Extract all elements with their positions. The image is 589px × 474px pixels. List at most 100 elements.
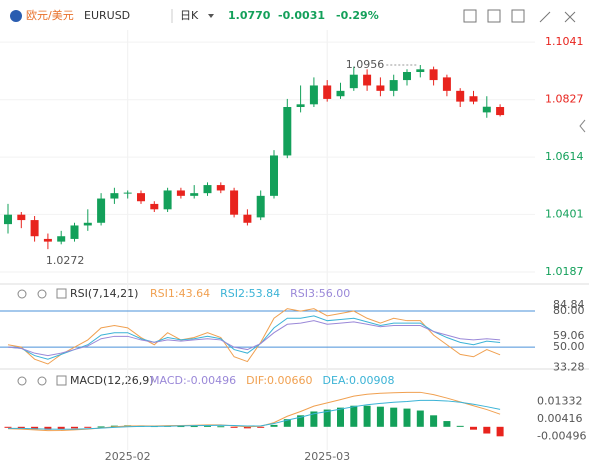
macd-bar: [483, 426, 491, 434]
window-icons[interactable]: [539, 11, 576, 23]
macd-bar: [416, 410, 424, 427]
candle-body: [203, 185, 212, 194]
extreme-label: 1.0272: [46, 254, 85, 267]
candle-body: [243, 214, 252, 223]
macd-bar: [456, 425, 464, 427]
candle-body: [17, 214, 26, 221]
y-tick-label: 1.0187: [545, 265, 584, 278]
pair-name: 欧元/美元: [26, 9, 74, 22]
period-dropdown[interactable]: [208, 14, 214, 18]
period[interactable]: 日K: [180, 9, 199, 22]
macd-bar: [257, 426, 265, 428]
eye-icon[interactable]: [17, 376, 27, 386]
y-tick-label: 1.0401: [545, 207, 584, 220]
macd-bar: [31, 426, 39, 430]
y-tick-label: -0.00496: [537, 429, 586, 442]
macd-bar: [110, 425, 118, 427]
candle-body: [496, 107, 505, 116]
symbol[interactable]: EURUSD: [84, 9, 130, 22]
candle-body: [4, 214, 12, 225]
y-tick-label: 59.06: [553, 329, 585, 342]
macd-bar: [270, 424, 278, 427]
candle-body: [230, 190, 239, 215]
flag-icon: [10, 10, 22, 22]
candle-body: [416, 69, 425, 72]
candle-body: [376, 85, 385, 91]
macd-bar: [297, 415, 305, 427]
candle-body: [57, 236, 66, 242]
candle-body: [97, 198, 106, 223]
macd-bar: [470, 426, 477, 430]
change-pct: -0.29%: [336, 9, 379, 22]
macd-bar: [283, 419, 291, 427]
candle-body: [256, 195, 265, 218]
settings-icon[interactable]: [37, 376, 47, 386]
macd-bar: [230, 426, 238, 428]
legend-label: RSI3:56.00: [290, 287, 350, 300]
macd-bar: [204, 425, 211, 427]
macd-bar: [310, 411, 318, 427]
candle-body: [469, 96, 478, 102]
macd-bar: [17, 426, 25, 429]
macd-bar: [217, 426, 225, 428]
candle-body: [150, 203, 159, 210]
tool-icon[interactable]: [463, 9, 477, 23]
macd-bar: [443, 421, 451, 427]
tool-icon[interactable]: [511, 9, 525, 23]
legend-label: MACD:-0.00496: [150, 374, 236, 387]
extreme-label: 1.0956: [346, 58, 385, 71]
macd-bar: [390, 407, 398, 427]
macd-bar: [430, 415, 438, 427]
eye-icon[interactable]: [17, 289, 27, 299]
tool-icon[interactable]: [487, 9, 501, 23]
indicator-line: [7, 315, 501, 360]
macd-bar: [177, 426, 185, 428]
candle-body: [30, 220, 39, 237]
legend-label: RSI2:53.84: [220, 287, 280, 300]
macd-bar: [190, 426, 198, 428]
y-tick-label: 84.84: [553, 298, 585, 311]
collapse-arrow[interactable]: [579, 119, 586, 133]
settings-icon[interactable]: [37, 289, 47, 299]
legend-label: RSI1:43.64: [150, 287, 210, 300]
candle-body: [123, 192, 132, 194]
macd-bar: [403, 408, 411, 427]
y-tick-label: 0.00416: [537, 412, 583, 425]
x-tick-label: 2025-03: [304, 450, 350, 463]
candle-body: [137, 193, 145, 202]
change: -0.0031: [278, 9, 325, 22]
candle-body: [349, 74, 358, 89]
macd-bar: [44, 426, 52, 430]
macd-bar: [243, 426, 251, 429]
y-tick-label: 1.0827: [545, 93, 584, 106]
candle-body: [190, 193, 199, 196]
candle-body: [296, 104, 305, 107]
macd-bar: [4, 426, 12, 428]
legend-label: DEA:0.00908: [323, 374, 395, 387]
candle-body: [283, 107, 292, 156]
x-tick-label: 2025-02: [105, 450, 151, 463]
y-tick-label: 50.00: [553, 340, 585, 353]
price: 1.0770: [228, 9, 271, 22]
expand-icon[interactable]: [56, 288, 67, 299]
legend-label: DIF:0.00660: [246, 374, 312, 387]
macd-bar: [323, 409, 331, 427]
expand-icon[interactable]: [56, 375, 67, 386]
macd-bar: [337, 407, 344, 427]
rsi-title: RSI(7,14,21): [70, 287, 138, 300]
y-tick-label: 1.1041: [545, 35, 584, 48]
macd-bar: [376, 406, 384, 427]
candle-body: [216, 185, 225, 191]
macd-bar: [84, 426, 92, 428]
candle-body: [336, 90, 345, 97]
macd-bar: [71, 426, 78, 429]
candle-body: [323, 85, 332, 99]
candle-body: [70, 225, 79, 239]
candle-body: [363, 74, 372, 86]
indicator-line: [8, 399, 501, 430]
y-tick-label: 33.28: [553, 360, 585, 373]
candle-body: [83, 222, 92, 226]
candle-body: [110, 193, 119, 199]
y-tick-label: 0.01332: [537, 394, 583, 407]
